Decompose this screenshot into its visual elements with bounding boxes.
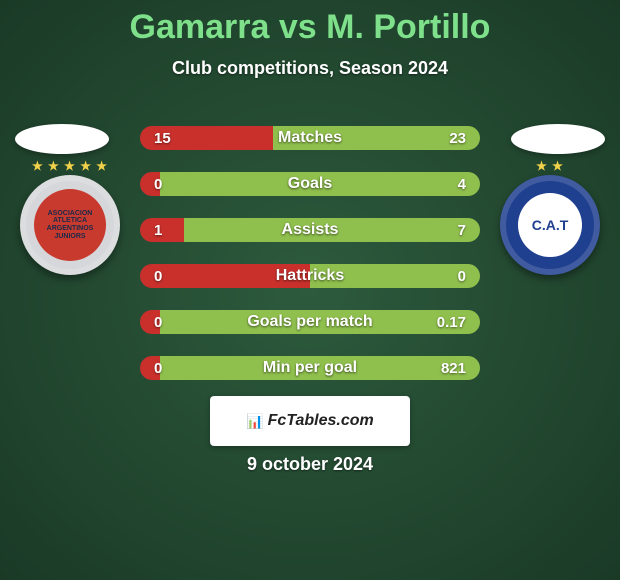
stat-value-left: 0 [140,172,176,196]
player-body-left [15,124,109,154]
stat-value-left: 0 [140,356,176,380]
stat-bars: Matches1523Goals04Assists17Hattricks00Go… [140,126,480,402]
stat-value-left: 1 [140,218,176,242]
stat-row: Matches15 23 [140,126,480,150]
stat-value-right: 4 [444,172,480,196]
stat-value-right: 0 [444,264,480,288]
stat-value-right: 7 [444,218,480,242]
attribution-text: FcTables.com [268,412,374,430]
stat-value-right: 821 [427,356,480,380]
comparison-infographic: Gamarra vs M. Portillo Club competitions… [0,0,620,580]
team-crest-left: ★ ★ ★ ★ ★ ASOCIACION ATLETICA ARGENTINOS… [20,175,120,275]
attribution-badge: 📊 FcTables.com [210,396,410,446]
page-subtitle: Club competitions, Season 2024 [0,58,620,79]
stat-value-left: 15 [140,126,185,150]
stat-row: Goals0 4 [140,172,480,196]
stat-value-left: 0 [140,310,176,334]
stat-label: Assists [140,218,480,242]
stat-value-left: 0 [140,264,176,288]
stat-label: Goals [140,172,480,196]
crest-text-left: ASOCIACION ATLETICA ARGENTINOS JUNIORS [38,210,102,241]
stat-row: Goals per match00.17 [140,310,480,334]
player-body-right [511,124,605,154]
stat-value-right: 0.17 [423,310,480,334]
stat-row: Hattricks0 0 [140,264,480,288]
page-title: Gamarra vs M. Portillo [0,8,620,47]
stat-row: Min per goal0821 [140,356,480,380]
crest-stars-left: ★ ★ ★ ★ ★ [32,159,108,173]
crest-inner-left: ASOCIACION ATLETICA ARGENTINOS JUNIORS [34,189,106,261]
team-crest-right: ★ ★ C.A.T [500,175,600,275]
crest-inner-right: C.A.T [518,193,582,257]
chart-icon: 📊 [246,413,263,430]
stat-value-right: 23 [435,126,480,150]
crest-stars-right: ★ ★ [536,159,564,173]
crest-text-right: C.A.T [532,217,569,233]
stat-label: Hattricks [140,264,480,288]
stat-label: Matches [140,126,480,150]
stat-row: Assists1 7 [140,218,480,242]
date-label: 9 october 2024 [0,454,620,475]
